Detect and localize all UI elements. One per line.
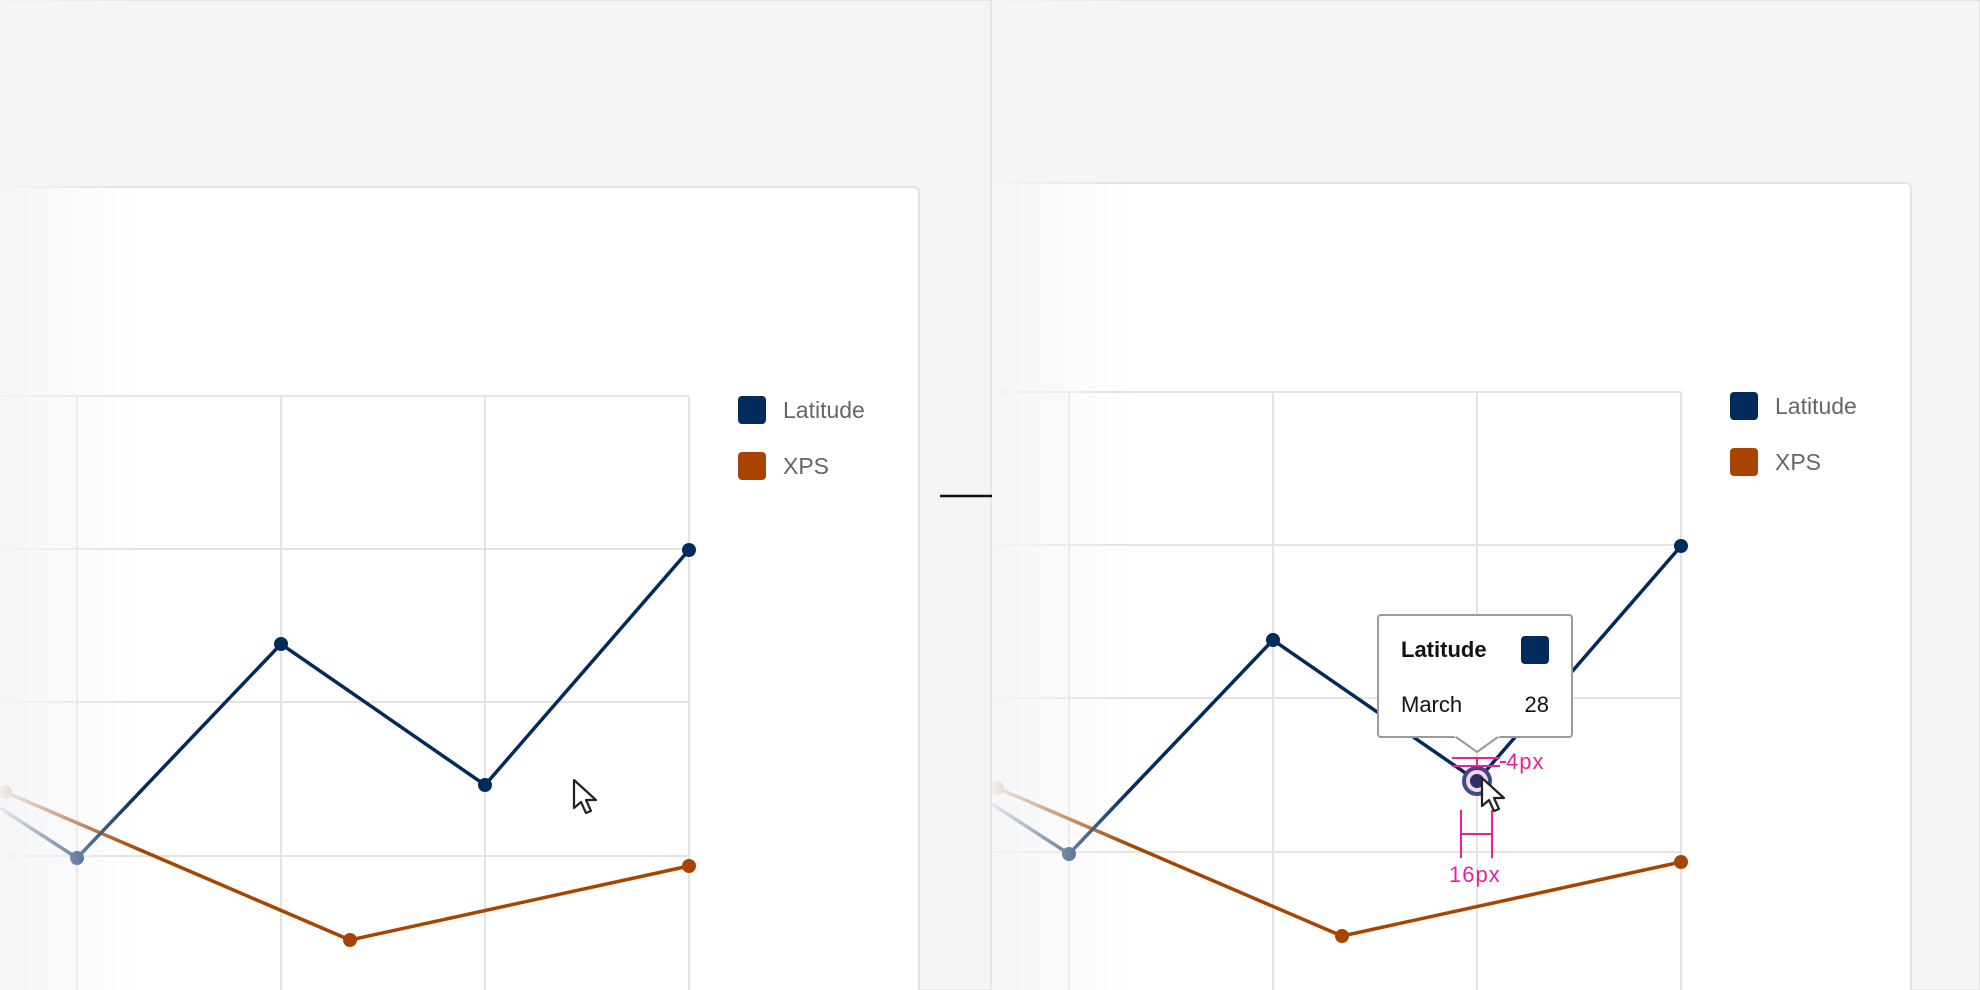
data-point (1266, 633, 1280, 647)
data-point (1335, 929, 1349, 943)
legend: Latitude XPS (738, 396, 865, 508)
arrow-cursor-icon (572, 778, 598, 815)
data-point (478, 778, 492, 792)
data-point (682, 543, 696, 557)
annotation-4px-label: 4px (1506, 749, 1545, 774)
legend-swatch-xps (738, 452, 766, 480)
panel-default-state: Latitude XPS (0, 0, 920, 990)
data-point (274, 637, 288, 651)
data-point (1674, 539, 1688, 553)
tooltip-series-name: Latitude (1401, 637, 1487, 662)
arrow-cursor-icon (1480, 776, 1506, 813)
data-point (992, 781, 1004, 795)
grid (0, 395, 690, 990)
highlighted-data-point (1470, 774, 1484, 788)
data-point (1062, 847, 1076, 861)
legend-label: XPS (783, 452, 830, 479)
tooltip-value: 28 (1524, 692, 1549, 717)
series-xps (996, 786, 1682, 938)
data-point (70, 851, 84, 865)
legend-label: XPS (1775, 448, 1822, 475)
tooltip-pointer (1454, 736, 1500, 754)
legend-swatch-latitude (738, 396, 766, 424)
size-annotation-16px (1460, 810, 1493, 858)
annotation-16px-label: 16px (1449, 862, 1501, 887)
legend-label: Latitude (1775, 392, 1857, 419)
legend-item-xps[interactable]: XPS (738, 452, 865, 480)
data-point (343, 933, 357, 947)
legend-item-xps[interactable]: XPS (1730, 448, 1857, 476)
tooltip-swatch (1521, 636, 1549, 664)
data-point (0, 785, 12, 799)
data-point (682, 859, 696, 873)
panel-hover-state: Latitude XPS Latitude March 28 4px 16px (992, 0, 1980, 990)
legend-swatch-latitude (1730, 392, 1758, 420)
chart-tooltip: Latitude March 28 (1377, 614, 1573, 738)
legend-label: Latitude (783, 396, 865, 423)
legend-swatch-xps (1730, 448, 1758, 476)
chart-card (992, 182, 1912, 990)
legend-item-latitude[interactable]: Latitude (738, 396, 865, 424)
legend: Latitude XPS (1730, 392, 1857, 504)
data-point (1674, 855, 1688, 869)
grid (992, 391, 1682, 990)
series-latitude (992, 544, 1683, 857)
tooltip-category: March (1401, 692, 1463, 717)
spacing-annotation-4px (1452, 757, 1506, 767)
legend-item-latitude[interactable]: Latitude (1730, 392, 1857, 420)
